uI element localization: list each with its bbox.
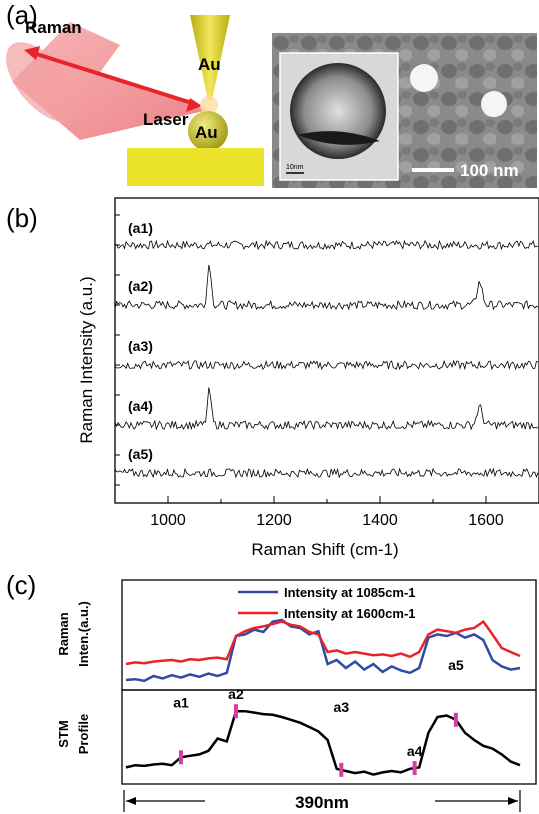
sem-image: 10nm 100 nm	[272, 33, 537, 188]
spectrum-label-4: (a4)	[128, 398, 153, 414]
stm-marker-label-2: a2	[228, 686, 244, 702]
tip-schematic: Raman Laser Au Au	[6, 15, 264, 186]
nanoparticle-1	[410, 64, 438, 92]
stm-ylabel-line1: STM	[56, 720, 71, 747]
spectrum-3	[114, 359, 539, 371]
nanoparticle-2	[481, 91, 507, 117]
panel-a-label: (a)	[6, 0, 38, 30]
inset-scale-text: 10nm	[286, 164, 304, 171]
particle-au-text: Au	[195, 123, 218, 142]
stm-marker-label-1: a1	[173, 694, 189, 710]
spectrum-label-5: (a5)	[128, 446, 153, 462]
stm-ylabel-line2: Profile	[76, 714, 91, 754]
spectrum-1	[114, 239, 538, 251]
laser-cone	[6, 22, 208, 140]
raman-arrow	[24, 46, 202, 112]
raman-text: Raman	[25, 18, 82, 37]
spectrum-4	[114, 387, 539, 431]
distance-text: 390nm	[295, 793, 349, 812]
raman-profile-line-2	[125, 619, 521, 666]
x-tick-label: 1200	[256, 512, 292, 529]
spectra-ylabel: Raman Intensity (a.u.)	[77, 276, 96, 443]
raman-ylabel-line1: Raman	[56, 612, 71, 655]
spectrum-label-1: (a1)	[128, 220, 153, 236]
stm-marker-label-5: a5	[448, 657, 464, 673]
raman-spectra-chart: (a1) (a2) (a3) (a4) (a5) 1000 1200 1400 1600 Ra…	[77, 197, 539, 559]
spectrum-label-3: (a3)	[128, 338, 153, 354]
spectra-xlabel: Raman Shift (cm-1)	[251, 540, 398, 559]
panel-b-label: (b)	[6, 203, 38, 233]
tem-inset: 10nm	[279, 52, 399, 181]
stm-marker-label-3: a3	[334, 699, 350, 715]
legend-red-text: Intensity at 1600cm-1	[284, 606, 416, 621]
legend-blue-text: Intensity at 1085cm-1	[284, 585, 416, 600]
au-tip	[190, 15, 230, 100]
spectrum-5	[114, 467, 539, 479]
legend: Intensity at 1085cm-1 Intensity at 1600c…	[238, 585, 416, 621]
laser-text: Laser	[143, 110, 189, 129]
panel-c-label: (c)	[6, 570, 37, 600]
stm-profile-frame	[121, 689, 537, 785]
x-tick-label: 1600	[468, 512, 504, 529]
spectra-frame	[114, 197, 539, 504]
x-tick-label: 1000	[150, 512, 186, 529]
raman-ylabel-line2: Inten.(a.u.)	[76, 601, 91, 667]
spectrum-label-2: (a2)	[128, 278, 153, 294]
stm-marker-label-4: a4	[407, 743, 423, 759]
spectrum-2	[114, 264, 539, 311]
distance-scale: 390nm	[123, 790, 521, 812]
substrate	[127, 148, 264, 186]
profile-chart: a1 a2 a3 a4 a5 Intensity at 1085cm-1 Intensi…	[56, 579, 537, 812]
x-tick-label: 1400	[362, 512, 398, 529]
hotspot-glow	[200, 96, 218, 114]
tip-au-text: Au	[198, 55, 221, 74]
au-particle	[188, 111, 228, 151]
stm-profile-line	[125, 709, 521, 776]
scale-bar-text: 100 nm	[460, 161, 519, 180]
